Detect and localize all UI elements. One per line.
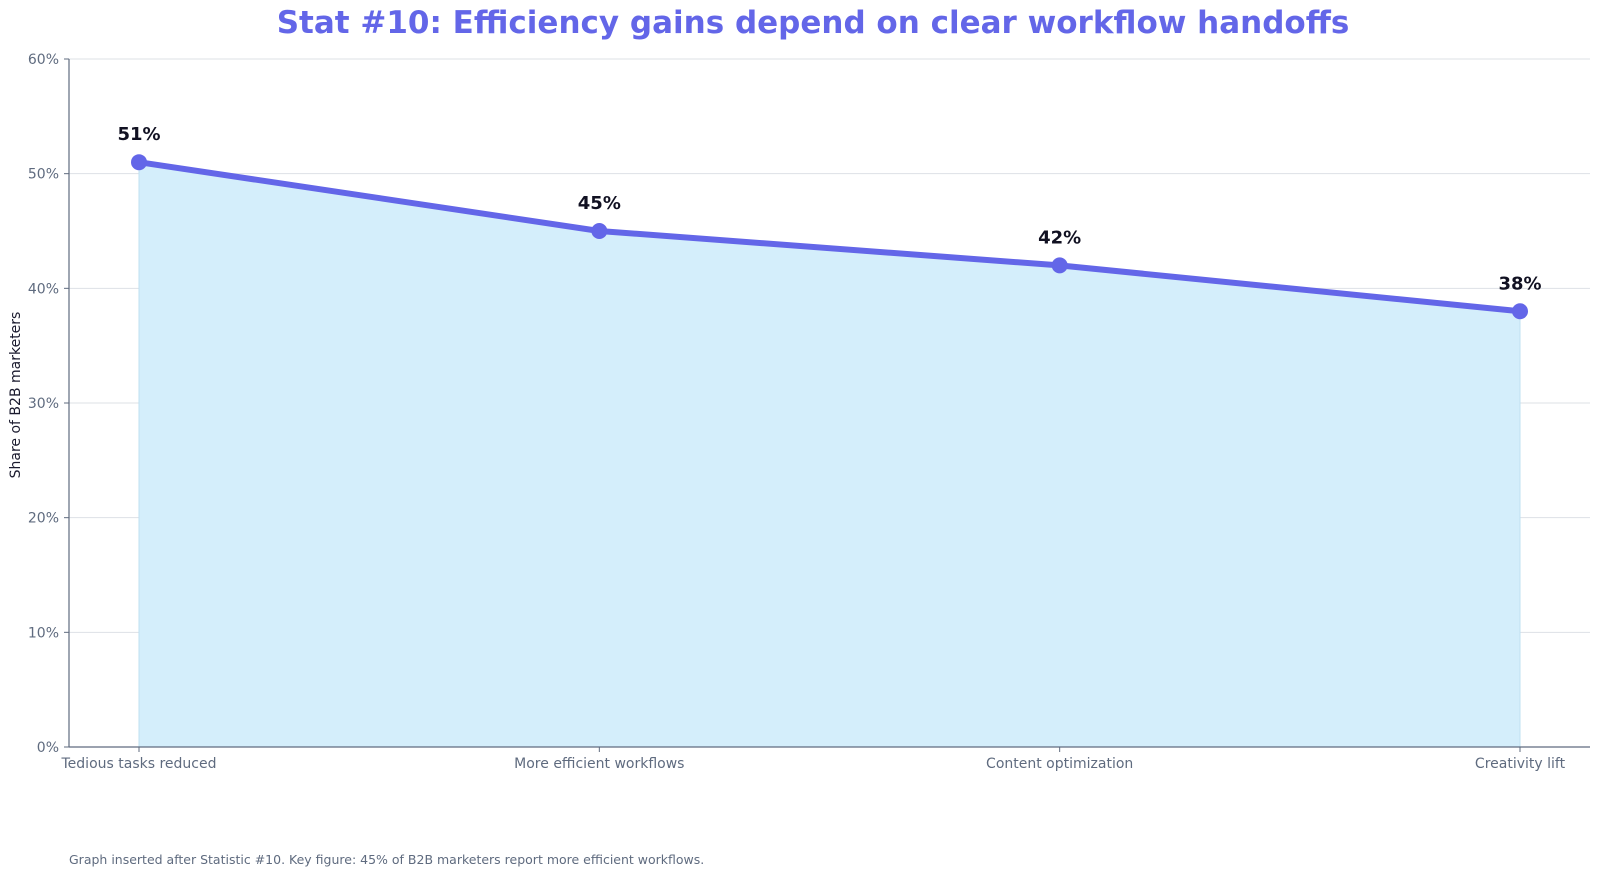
- axes: [64, 58, 1590, 752]
- series-line: [136, 159, 1523, 315]
- data-label: 42%: [1038, 227, 1081, 248]
- y-tick-label: 40%: [28, 281, 59, 297]
- x-tick-label: Creativity lift: [1475, 756, 1566, 772]
- x-tick-label: Tedious tasks reduced: [61, 756, 217, 772]
- footnote: Graph inserted after Statistic #10. Key …: [69, 852, 704, 867]
- data-label: 38%: [1498, 273, 1541, 294]
- data-label: 45%: [578, 193, 621, 214]
- series-line-layer: [136, 159, 1523, 315]
- data-labels: 51% 45% 42% 38%: [117, 124, 1541, 294]
- x-tick-labels: Tedious tasks reduced More efficient work…: [61, 756, 1566, 772]
- y-tick-labels: 0% 10% 20% 30% 40% 50% 60%: [28, 52, 59, 756]
- x-tick-label: More efficient workflows: [514, 756, 684, 772]
- data-point: [131, 154, 147, 171]
- data-label: 51%: [117, 124, 160, 145]
- y-axis-label: Share of B2B marketers: [8, 312, 24, 479]
- data-points: [131, 154, 1528, 320]
- y-tick-label: 50%: [28, 167, 59, 183]
- chart-title: Stat #10: Efficiency gains depend on cle…: [277, 5, 1350, 41]
- y-tick-label: 0%: [37, 740, 59, 756]
- data-point: [1512, 303, 1528, 320]
- x-tick-label: Content optimization: [986, 756, 1133, 772]
- y-tick-label: 10%: [28, 625, 59, 641]
- y-tick-label: 20%: [28, 511, 59, 527]
- y-tick-label: 60%: [28, 52, 59, 68]
- data-point: [591, 223, 608, 239]
- y-tick-label: 30%: [28, 396, 59, 412]
- data-point: [1051, 257, 1068, 274]
